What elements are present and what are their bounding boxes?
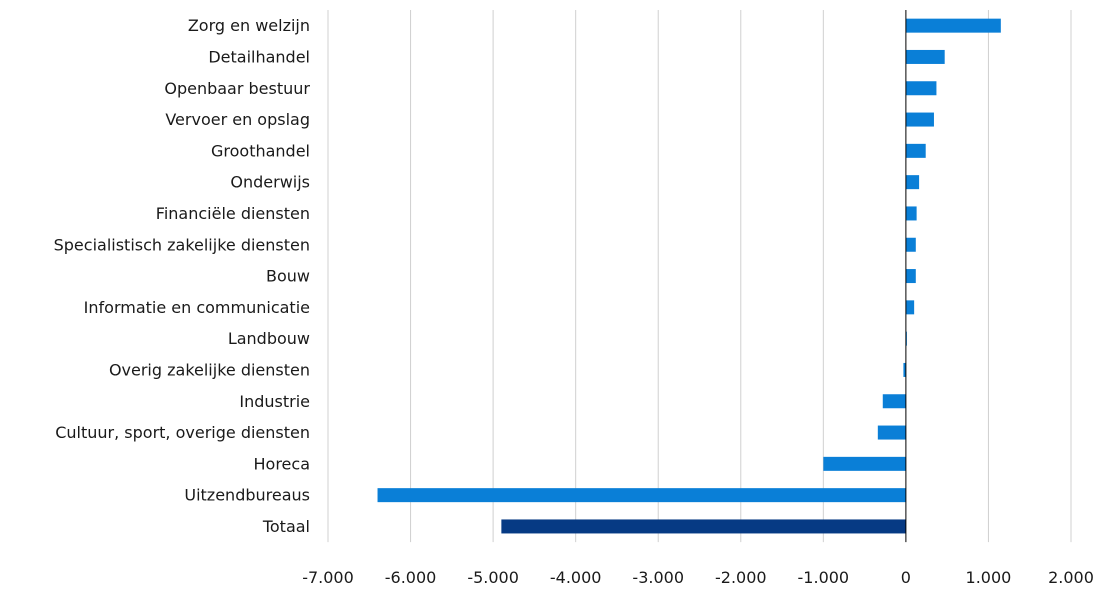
bar	[905, 269, 916, 284]
x-tick-label: 2.000	[1048, 568, 1094, 587]
bar	[905, 18, 1001, 33]
bar	[501, 519, 906, 534]
x-tick-labels: -7.000 -6.000 -5.000 -4.000 -3.000 -2.000 -1.0…	[302, 568, 1094, 587]
category-label: Landbouw	[228, 329, 310, 348]
category-label: Informatie en communicatie	[84, 298, 310, 317]
x-tick-label: -5.000	[467, 568, 519, 587]
category-label: Openbaar bestuur	[164, 79, 310, 98]
bar	[823, 456, 906, 471]
bar	[905, 49, 945, 64]
bars	[377, 18, 1001, 534]
bar	[905, 300, 915, 315]
category-label: Overig zakelijke diensten	[109, 360, 310, 379]
category-label: Totaal	[262, 517, 310, 536]
category-label: Vervoer en opslag	[165, 110, 310, 129]
bar	[905, 175, 920, 190]
category-label: Horeca	[254, 454, 311, 473]
bar	[903, 362, 906, 377]
category-label: Zorg en welzijn	[188, 16, 310, 35]
bar	[905, 206, 917, 221]
bar	[882, 394, 906, 409]
bar	[905, 112, 934, 127]
bar	[905, 81, 937, 96]
category-label: Cultuur, sport, overige diensten	[55, 423, 310, 442]
x-tick-label: -1.000	[798, 568, 850, 587]
x-tick-label: -6.000	[385, 568, 437, 587]
category-labels: Zorg en welzijn Detailhandel Openbaar best…	[54, 16, 311, 536]
x-tick-label: 1.000	[966, 568, 1012, 587]
gridlines	[327, 10, 1072, 543]
x-tick-label: -4.000	[550, 568, 602, 587]
x-tick-label: 0	[901, 568, 911, 587]
bar	[905, 143, 926, 158]
category-label: Financiële diensten	[156, 204, 310, 223]
category-label: Industrie	[239, 392, 310, 411]
category-label: Bouw	[266, 267, 310, 286]
x-tick-label: -7.000	[302, 568, 354, 587]
category-label: Onderwijs	[230, 173, 310, 192]
category-label: Detailhandel	[208, 47, 310, 66]
category-label: Uitzendbureaus	[184, 486, 310, 505]
bar	[377, 488, 906, 503]
bar	[905, 237, 916, 252]
bar	[877, 425, 906, 440]
category-label: Groothandel	[211, 141, 310, 160]
category-label: Specialistisch zakelijke diensten	[54, 235, 310, 254]
x-tick-label: -3.000	[632, 568, 684, 587]
x-tick-label: -2.000	[715, 568, 767, 587]
